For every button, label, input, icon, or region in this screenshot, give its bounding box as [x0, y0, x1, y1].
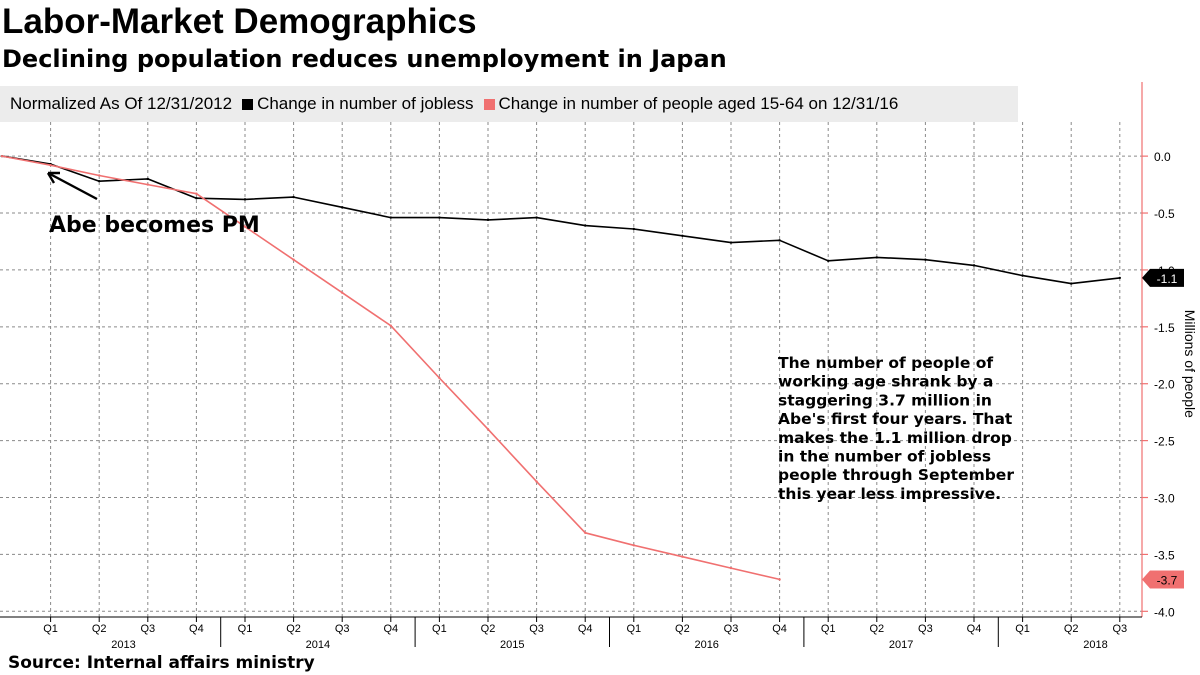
data-point	[1070, 282, 1073, 285]
x-tick-label: Q1	[43, 623, 58, 635]
data-point	[632, 544, 635, 547]
source-note: Source: Internal affairs ministry	[8, 653, 315, 673]
y-tick-label: -3.5	[1154, 548, 1175, 562]
annotation-arrowhead	[46, 171, 60, 184]
x-tick-label: Q4	[967, 623, 982, 635]
x-year-label: 2015	[500, 639, 524, 651]
data-point	[1021, 274, 1024, 277]
x-tick-label: Q1	[821, 623, 836, 635]
data-point	[243, 198, 247, 201]
legend-swatch-jobless	[242, 98, 254, 110]
x-tick-label: Q4	[772, 623, 787, 635]
x-year-label: 2018	[1083, 639, 1107, 651]
data-point	[146, 177, 149, 181]
end-tag-working-age	[1142, 570, 1184, 589]
x-tick-label: Q3	[918, 623, 933, 635]
data-point	[584, 531, 587, 534]
data-point	[535, 480, 538, 483]
data-point	[584, 224, 587, 227]
annotation-arrow	[49, 172, 98, 201]
data-point	[0, 154, 4, 158]
data-point	[438, 376, 441, 380]
data-point	[49, 164, 52, 167]
chart-title: Labor-Market Demographics	[2, 2, 477, 41]
data-point	[195, 197, 198, 200]
x-tick-label: Q3	[529, 623, 544, 635]
data-point	[292, 195, 295, 199]
y-axis-label: Millions of people	[1182, 310, 1198, 418]
x-tick-label: Q3	[140, 623, 155, 635]
x-year-label: 2013	[111, 639, 135, 651]
end-tag-label: -3.7	[1157, 573, 1178, 587]
x-tick-label: Q4	[383, 623, 398, 635]
x-year-label: 2016	[694, 639, 718, 651]
data-point	[972, 264, 976, 267]
data-point	[535, 216, 538, 219]
x-tick-label: Q4	[189, 623, 204, 635]
x-tick-label: Q1	[238, 623, 253, 635]
data-point	[681, 555, 684, 558]
end-tag-jobless	[1142, 268, 1184, 287]
data-point	[389, 324, 392, 327]
data-point	[729, 241, 733, 244]
x-tick-label: Q2	[286, 623, 301, 635]
data-point	[729, 566, 733, 570]
x-tick-label: Q3	[335, 623, 350, 635]
x-tick-label: Q2	[1064, 623, 1079, 635]
data-point	[341, 291, 344, 294]
data-point	[1118, 276, 1122, 280]
data-point	[195, 192, 198, 195]
data-point	[827, 259, 830, 263]
end-tag-label: -1.1	[1157, 272, 1178, 286]
data-point	[778, 239, 781, 242]
data-point	[924, 258, 927, 261]
data-point	[632, 227, 635, 231]
data-point	[778, 578, 781, 581]
x-tick-label: Q1	[1015, 623, 1030, 635]
data-point	[146, 183, 149, 186]
data-point	[292, 258, 295, 261]
x-tick-label: Q1	[432, 623, 447, 635]
x-tick-label: Q2	[92, 623, 107, 635]
x-tick-label: Q4	[578, 623, 593, 635]
data-point	[98, 174, 101, 177]
annotation-abe-pm: Abe becomes PM	[49, 213, 260, 238]
data-point	[486, 218, 490, 222]
annotation-commentary: The number of people of working age shran…	[778, 354, 1014, 503]
legend-normalized-note: Normalized As Of 12/31/2012	[10, 94, 233, 113]
y-tick-label: 0.0	[1154, 150, 1171, 164]
y-tick-label: -2.5	[1154, 435, 1175, 449]
x-tick-label: Q1	[626, 623, 641, 635]
x-tick-label: Q2	[869, 623, 884, 635]
x-year-label: 2014	[306, 639, 330, 651]
x-tick-label: Q2	[675, 623, 690, 635]
data-point	[486, 428, 490, 431]
x-tick-label: Q3	[724, 623, 739, 635]
chart-subtitle: Declining population reduces unemploymen…	[2, 45, 727, 73]
data-point	[438, 216, 441, 219]
y-tick-label: -2.0	[1154, 378, 1175, 392]
y-tick-label: -0.5	[1154, 207, 1175, 221]
x-tick-label: Q3	[1112, 623, 1127, 635]
data-point	[341, 206, 344, 209]
legend-swatch-working-age	[483, 98, 495, 110]
x-year-label: 2017	[889, 639, 913, 651]
data-point	[98, 179, 101, 183]
y-tick-label: -3.0	[1154, 492, 1175, 506]
y-tick-label: -4.0	[1154, 605, 1175, 619]
legend-label-working-age: Change in number of people aged 15-64 on…	[498, 94, 899, 113]
x-tick-label: Q2	[481, 623, 496, 635]
series-line-jobless	[1, 155, 1120, 285]
data-point	[681, 234, 684, 237]
data-point	[243, 225, 247, 228]
legend-label-jobless: Change in number of jobless	[257, 94, 474, 113]
y-tick-label: -1.5	[1154, 321, 1175, 335]
data-point	[875, 256, 878, 259]
legend: Normalized As Of 12/31/2012 Change in nu…	[0, 86, 1018, 122]
data-point	[389, 216, 392, 219]
